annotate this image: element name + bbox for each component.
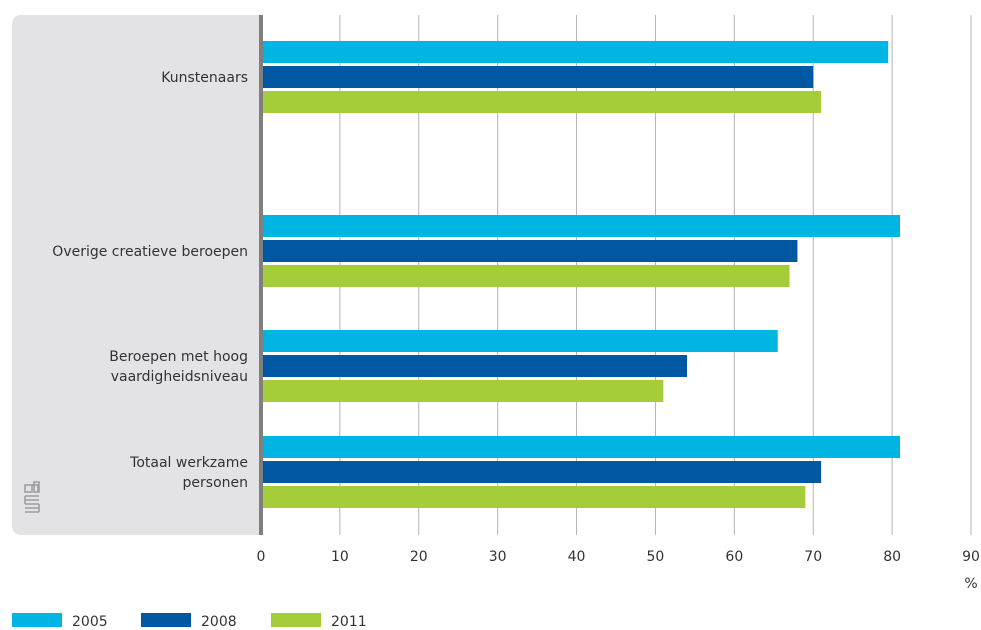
bar-2005: [261, 330, 778, 352]
category-label: Overige creatieve beroepen: [52, 244, 248, 260]
bar-2011: [261, 91, 822, 113]
category-label: Kunstenaars: [161, 70, 248, 86]
x-axis-unit-label: %: [964, 576, 977, 592]
category-label: Totaal werkzame: [129, 455, 248, 471]
x-tick-label: 80: [883, 549, 901, 565]
cbs-logo-icon: [24, 481, 40, 513]
x-tick-label: 20: [410, 549, 428, 565]
x-tick-label: 0: [257, 549, 266, 565]
category-label: vaardigheidsniveau: [111, 369, 248, 385]
bar-2008: [261, 66, 814, 88]
bar-2008: [261, 355, 687, 377]
legend-label: 2008: [201, 614, 237, 630]
bar-2011: [261, 486, 806, 508]
x-tick-label: 90: [962, 549, 980, 565]
bar-2005: [261, 215, 900, 237]
x-tick-label: 40: [568, 549, 586, 565]
bars: [261, 41, 900, 508]
x-tick-label: 50: [647, 549, 665, 565]
legend-label: 2011: [331, 614, 367, 630]
bar-2011: [261, 265, 790, 287]
x-tick-label: 70: [804, 549, 822, 565]
bar-2011: [261, 380, 664, 402]
x-tick-label: 60: [725, 549, 743, 565]
category-label-panel: [12, 15, 261, 535]
bar-2005: [261, 41, 889, 63]
legend-swatch-2008: [141, 613, 191, 627]
x-tick-label: 30: [489, 549, 507, 565]
x-axis-tick-labels: 0 10 20 30 40 50 60 70 80 90: [257, 549, 980, 565]
bar-2008: [261, 461, 822, 483]
legend-swatch-2011: [271, 613, 321, 627]
legend-swatch-2005: [12, 613, 62, 627]
legend: 2005 2008 2011: [12, 613, 367, 630]
category-label: personen: [183, 475, 248, 491]
bar-2008: [261, 240, 798, 262]
x-tick-label: 10: [331, 549, 349, 565]
category-label: Beroepen met hoog: [109, 349, 248, 365]
legend-label: 2005: [72, 614, 108, 630]
bar-2005: [261, 436, 900, 458]
category-labels: Kunstenaars Overige creatieve beroepen Ber…: [52, 70, 248, 491]
